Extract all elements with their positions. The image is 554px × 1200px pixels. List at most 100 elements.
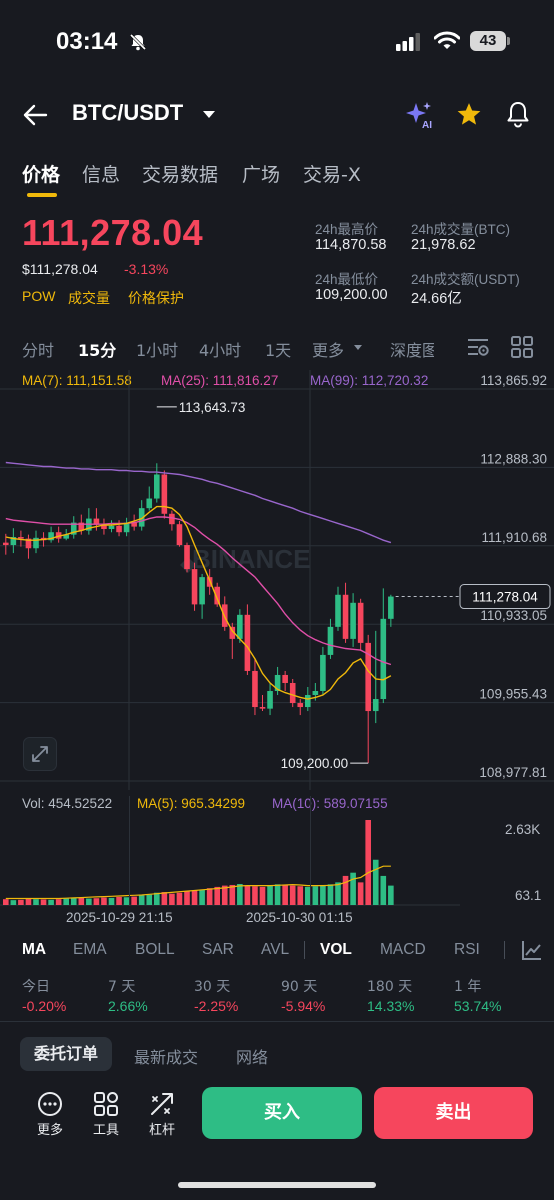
layout-grid-icon[interactable] [511,336,533,358]
volume-bar [199,889,205,905]
price-tick-label: 110,933.05 [480,608,547,623]
price-tick-label: 111,910.68 [481,530,547,545]
high-value: 114,870.58 [315,237,387,253]
indicator-macd[interactable]: MACD [380,941,426,958]
volume-bar [55,899,62,905]
sell-button[interactable]: 卖出 [374,1087,533,1139]
chart-settings-icon[interactable] [466,336,490,358]
volume-bar [259,886,266,905]
indicator-divider [304,941,305,959]
low-marker-label: 109,200.00 [281,756,349,771]
volume-axis-min: 63.1 [515,888,542,903]
volume-bar [146,894,153,905]
pair-title[interactable]: BTC/USDT [72,100,184,125]
vol-usdt-label: 24h成交额(USDT) [411,272,520,287]
volume-bar [372,859,379,905]
candle-body [237,614,243,639]
volume-chart[interactable] [0,815,554,910]
indicator-ma[interactable]: MA [22,941,47,958]
vol-usdt-value: 24.66亿 [411,291,462,307]
indicator-ema[interactable]: EMA [73,941,107,958]
tag-volume[interactable]: 成交量 [68,290,110,306]
volume-bar [169,893,175,905]
indicator-divider-2 [504,941,505,959]
volume-bar [3,899,9,905]
pair-dropdown-icon[interactable] [202,110,216,120]
volume-bar [93,898,100,905]
tf-line[interactable]: 分时 [22,341,55,360]
volume-bar [342,875,349,905]
tools-icon[interactable] [93,1091,119,1117]
ma7-line [5,505,392,700]
tf-4h[interactable]: 4小时 [199,341,242,360]
indicator-rsi[interactable]: RSI [454,941,480,958]
buy-button[interactable]: 买入 [202,1087,362,1139]
candle-body [297,703,304,708]
candle-body [312,691,319,696]
back-arrow-icon[interactable] [22,103,48,127]
candle-body [259,707,266,709]
high-label: 24h最高价 [315,222,379,237]
tag-pow[interactable]: POW [22,288,56,304]
volume-bar [18,899,24,905]
indicator-boll[interactable]: BOLL [135,941,175,958]
candle-body [184,545,190,570]
tab-network[interactable]: 网络 [236,1048,269,1067]
tf-more[interactable]: 更多 [312,341,345,360]
tag-price-protection[interactable]: 价格保护 [128,290,184,306]
candle-body [33,537,39,549]
candle-body [116,525,122,533]
mute-bell-icon [129,33,147,51]
tab-trading-data[interactable]: 交易数据 [142,164,219,186]
volume-bar [282,884,288,905]
candlestick-chart[interactable]: BINANCE 113,643.73 109,200.00 111,278.04 1… [0,370,554,790]
tf-depth[interactable]: 深度图 [390,341,434,360]
indicator-settings-icon[interactable] [521,939,543,961]
candle-body [169,513,175,525]
volume-legend: Vol: 454.52522 [22,796,113,811]
favorite-star-icon[interactable] [456,102,482,127]
battery-level: 43 [470,31,506,51]
volume-bar [176,892,183,905]
time-label-1: 2025-10-29 21:15 [66,910,173,925]
tab-info[interactable]: 信息 [82,164,121,186]
perf-label-1y: 1 年 [454,979,482,995]
tab-price[interactable]: 价格 [22,164,61,186]
indicator-sar[interactable]: SAR [202,941,234,958]
volume-ma5-legend: MA(5): 965.34299 [137,796,246,811]
volume-bar [244,885,251,905]
candle-body [108,525,115,530]
tab-trade-x[interactable]: 交易-X [303,164,361,186]
leverage-icon[interactable] [149,1091,175,1117]
tab-open-orders[interactable]: 委托订单 [20,1037,112,1071]
usd-price: $111,278.04 [22,261,98,277]
candle-body [93,518,100,525]
candle-body [380,618,387,700]
notification-bell-icon[interactable] [506,101,530,128]
indicator-vol[interactable]: VOL [320,941,352,958]
volume-bar [312,886,319,905]
ai-sparkle-icon[interactable]: AI [405,100,435,130]
svg-text:AI: AI [422,120,432,130]
volume-bar [388,885,394,905]
vertical-gridline-2 [310,796,311,906]
tf-15m[interactable]: 15分 [78,341,117,360]
high-marker-label: 113,643.73 [179,400,246,415]
tf-1d[interactable]: 1天 [265,341,292,360]
volume-bar [70,898,77,905]
perf-value-1y: 53.74% [454,998,502,1014]
perf-label-180d: 180 天 [367,979,413,995]
tab-recent-trades[interactable]: 最新成交 [134,1048,199,1067]
candle-body [3,542,9,546]
volume-bar [108,897,115,905]
volume-bar [184,891,190,905]
tf-1h[interactable]: 1小时 [136,341,179,360]
tab-square[interactable]: 广场 [242,164,281,186]
expand-chart-icon[interactable] [23,737,57,771]
candle-body [342,594,349,639]
more-icon[interactable] [37,1091,63,1117]
indicator-avl[interactable]: AVL [261,941,290,958]
candle-body [101,524,107,530]
ma99-line [5,461,392,544]
price-tick-label: 109,955.43 [479,687,547,702]
